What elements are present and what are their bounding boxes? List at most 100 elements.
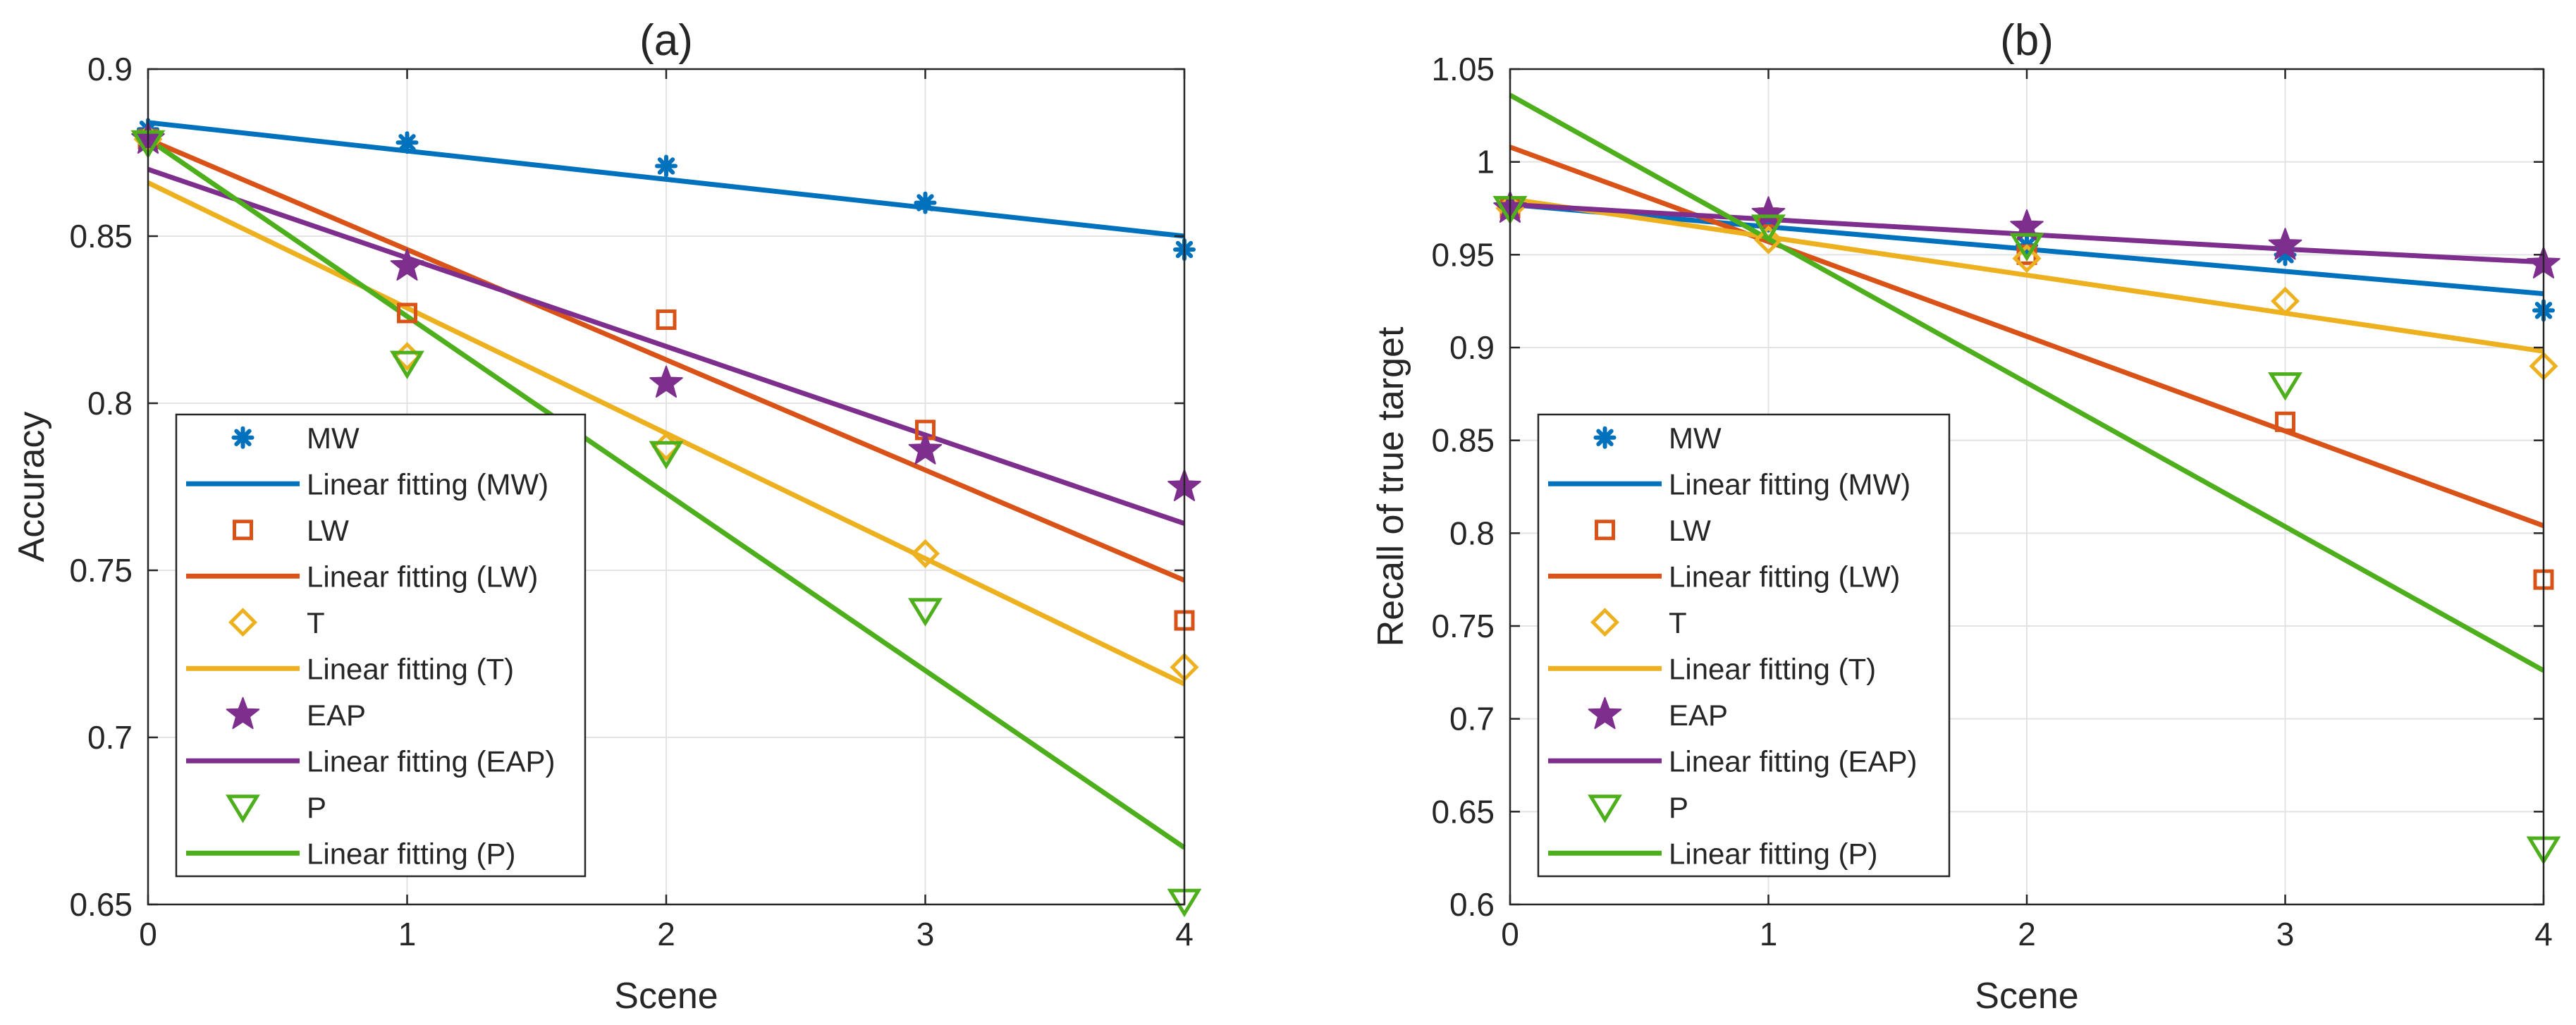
legend-swatch-marker xyxy=(226,696,260,730)
data-point-mw xyxy=(914,191,937,214)
data-point-eap xyxy=(908,432,943,465)
x-tick-label: 1 xyxy=(1760,916,1778,952)
legend-label: LW xyxy=(1669,514,1711,547)
legend-entry: LW xyxy=(1595,514,1711,547)
legend-entry: Linear fitting (EAP) xyxy=(1548,744,1918,778)
legend-entry: EAP xyxy=(226,696,366,732)
x-axis-label: Scene xyxy=(1975,976,2078,1017)
legend-label: T xyxy=(1669,606,1687,639)
data-point-lw xyxy=(2275,411,2295,432)
data-point-eap xyxy=(649,365,683,398)
legend-label: Linear fitting (LW) xyxy=(1669,560,1900,593)
legend-label: MW xyxy=(1669,422,1722,455)
x-tick-label: 2 xyxy=(657,916,675,952)
legend-swatch-marker xyxy=(228,608,258,637)
y-tick-label: 0.7 xyxy=(1449,701,1495,737)
y-tick-label: 0.75 xyxy=(1431,608,1495,644)
y-tick-label: 0.6 xyxy=(1449,886,1495,923)
series-line-linear-fitting-lw xyxy=(1509,145,2545,529)
data-point-p xyxy=(1751,214,1786,243)
legend-entry: Linear fitting (LW) xyxy=(186,560,538,593)
x-tick-label: 4 xyxy=(1175,916,1194,952)
data-point-p xyxy=(2009,233,2044,262)
data-point-p xyxy=(2268,372,2302,401)
legend-label: T xyxy=(307,606,325,639)
y-tick-label: 0.65 xyxy=(69,886,133,923)
x-axis-label: Scene xyxy=(614,976,718,1017)
legend: MW Linear fitting (MW) LW Linear fitting (L… xyxy=(1537,413,1951,878)
chart-panel-b: 0 1 2 3 4 0.6 0.65 0.7 0.75 0.8 0.85 0.9 0.95 1 1.05 (b… xyxy=(1370,16,2561,1017)
legend-label: Linear fitting (MW) xyxy=(307,467,548,501)
legend-swatch-marker xyxy=(231,426,254,449)
x-tick-label: 4 xyxy=(2534,916,2553,952)
chart-title: (a) xyxy=(639,16,693,65)
legend-entry: Linear fitting (EAP) xyxy=(186,744,556,778)
x-tick-label: 0 xyxy=(139,916,157,952)
data-point-t xyxy=(2270,286,2300,316)
legend-label: Linear fitting (EAP) xyxy=(307,744,556,778)
legend-label: EAP xyxy=(307,699,366,732)
series-line-linear-fitting-p xyxy=(147,137,1186,850)
data-point-eap xyxy=(2268,228,2302,260)
legend-entry: LW xyxy=(233,514,349,547)
data-point-p xyxy=(649,441,684,469)
legend-swatch-marker xyxy=(1590,608,1620,637)
series-line-linear-fitting-mw xyxy=(147,120,1185,239)
legend-swatch-marker xyxy=(1595,520,1615,541)
data-point-p xyxy=(908,598,943,627)
legend-entry: MW xyxy=(231,422,360,455)
legend-swatch-marker xyxy=(226,794,260,823)
legend-label: LW xyxy=(307,514,349,547)
y-tick-label: 0.75 xyxy=(69,552,133,589)
y-tick-label: 0.7 xyxy=(87,719,133,756)
y-axis-label: Accuracy xyxy=(11,412,52,563)
y-tick-label: 1.05 xyxy=(1431,51,1495,87)
legend-label: Linear fitting (T) xyxy=(307,652,514,685)
legend-label: Linear fitting (LW) xyxy=(307,560,538,593)
data-point-t xyxy=(1753,225,1784,254)
legend-entry: Linear fitting (T) xyxy=(186,652,514,685)
legend-entry: Linear fitting (MW) xyxy=(186,467,548,501)
legend-entry: Linear fitting (P) xyxy=(1548,837,1877,870)
legend-entry: P xyxy=(226,791,326,824)
legend-entry: Linear fitting (MW) xyxy=(1548,467,1910,501)
y-tick-label: 1 xyxy=(1476,144,1495,180)
legend-label: Linear fitting (P) xyxy=(307,837,515,870)
series-line-linear-fitting-eap xyxy=(147,166,1186,526)
y-tick-label: 0.9 xyxy=(1449,329,1495,366)
chart-panel-a: 0 1 2 3 4 0.65 0.7 0.75 0.8 0.85 0.9 (a) Scene Accura… xyxy=(11,16,1202,1017)
series-line-linear-fitting-p xyxy=(1509,92,2545,673)
y-tick-label: 0.9 xyxy=(87,51,133,87)
legend-entry: Linear fitting (T) xyxy=(1548,652,1876,685)
data-point-p xyxy=(390,350,424,379)
legend-entry: P xyxy=(1588,791,1688,824)
y-tick-label: 0.65 xyxy=(1431,793,1495,830)
legend-swatch-marker xyxy=(1588,794,1622,823)
y-tick-label: 0.95 xyxy=(1431,236,1495,273)
x-tick-label: 0 xyxy=(1501,916,1519,952)
legend-entry: EAP xyxy=(1588,696,1728,732)
legend-label: Linear fitting (T) xyxy=(1669,652,1876,685)
ticks: 0 1 2 3 4 0.65 0.7 0.75 0.8 0.85 0.9 xyxy=(69,51,1193,952)
legend-label: Linear fitting (EAP) xyxy=(1669,744,1918,778)
legend-entry: MW xyxy=(1593,422,1722,455)
legend-label: P xyxy=(307,791,326,824)
x-tick-label: 3 xyxy=(2276,916,2295,952)
legend-entry: T xyxy=(228,606,325,639)
legend-swatch-marker xyxy=(1588,696,1622,730)
data-point-mw xyxy=(395,131,419,154)
y-tick-label: 0.85 xyxy=(1431,422,1495,459)
x-tick-label: 1 xyxy=(398,916,417,952)
legend-entry: Linear fitting (P) xyxy=(186,837,515,870)
legend-entry: T xyxy=(1590,606,1687,639)
y-tick-label: 0.8 xyxy=(1449,515,1495,551)
chart-title: (b) xyxy=(2000,16,2054,65)
data-point-t xyxy=(2012,244,2042,274)
legend-box xyxy=(1537,413,1951,878)
data-markers xyxy=(130,118,1202,918)
y-tick-label: 0.85 xyxy=(69,218,133,254)
y-tick-label: 0.8 xyxy=(87,385,133,422)
x-tick-label: 2 xyxy=(2018,916,2036,952)
data-point-lw xyxy=(397,302,417,324)
